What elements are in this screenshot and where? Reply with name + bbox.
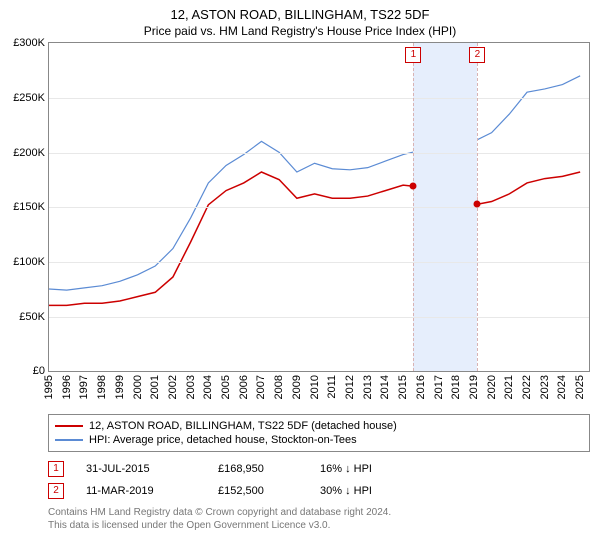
- transaction-dot: [410, 183, 417, 190]
- legend-box: 12, ASTON ROAD, BILLINGHAM, TS22 5DF (de…: [48, 414, 590, 452]
- legend-row: HPI: Average price, detached house, Stoc…: [55, 433, 583, 447]
- transaction-row: 2 11-MAR-2019 £152,500 30% ↓ HPI: [48, 480, 590, 502]
- marker-box: 1: [405, 47, 421, 63]
- ytick-label: £250K: [13, 92, 45, 104]
- ytick-label: £50K: [19, 311, 45, 323]
- xtick-label: 2025: [574, 371, 586, 399]
- xtick-label: 2000: [132, 371, 144, 399]
- xtick-label: 2018: [450, 371, 462, 399]
- xtick-label: 2013: [362, 371, 374, 399]
- series-line: [49, 76, 580, 290]
- xtick-label: 1996: [61, 371, 73, 399]
- transaction-delta: 30% ↓ HPI: [320, 485, 372, 497]
- xtick-label: 2012: [344, 371, 356, 399]
- xtick-label: 2020: [486, 371, 498, 399]
- legend-label: 12, ASTON ROAD, BILLINGHAM, TS22 5DF (de…: [89, 420, 397, 432]
- chart-subtitle: Price paid vs. HM Land Registry's House …: [0, 24, 600, 42]
- xtick-label: 1995: [43, 371, 55, 399]
- xtick-label: 1997: [78, 371, 90, 399]
- chart-container: 12, ASTON ROAD, BILLINGHAM, TS22 5DF Pri…: [0, 0, 600, 560]
- transactions-table: 1 31-JUL-2015 £168,950 16% ↓ HPI 2 11-MAR-201…: [48, 458, 590, 502]
- gridline-h: [49, 317, 589, 318]
- transaction-dot: [474, 201, 481, 208]
- gridline-h: [49, 262, 589, 263]
- xtick-label: 2022: [521, 371, 533, 399]
- chart-title: 12, ASTON ROAD, BILLINGHAM, TS22 5DF: [0, 0, 600, 24]
- transaction-date: 11-MAR-2019: [86, 485, 196, 497]
- footer-line-1: Contains HM Land Registry data © Crown c…: [48, 506, 590, 519]
- legend-label: HPI: Average price, detached house, Stoc…: [89, 434, 357, 446]
- transaction-price: £152,500: [218, 485, 298, 497]
- xtick-label: 1998: [96, 371, 108, 399]
- transaction-delta: 16% ↓ HPI: [320, 463, 372, 475]
- gridline-h: [49, 98, 589, 99]
- xtick-label: 2014: [379, 371, 391, 399]
- ytick-label: £100K: [13, 256, 45, 268]
- xtick-label: 2005: [220, 371, 232, 399]
- xtick-label: 2023: [539, 371, 551, 399]
- xtick-label: 2006: [238, 371, 250, 399]
- legend-swatch: [55, 425, 83, 427]
- xtick-label: 2015: [397, 371, 409, 399]
- legend-row: 12, ASTON ROAD, BILLINGHAM, TS22 5DF (de…: [55, 419, 583, 433]
- xtick-label: 2017: [433, 371, 445, 399]
- transaction-row: 1 31-JUL-2015 £168,950 16% ↓ HPI: [48, 458, 590, 480]
- gridline-h: [49, 207, 589, 208]
- xtick-label: 2011: [326, 371, 338, 399]
- footer-line-2: This data is licensed under the Open Gov…: [48, 519, 590, 532]
- transaction-price: £168,950: [218, 463, 298, 475]
- xtick-label: 2001: [149, 371, 161, 399]
- gridline-h: [49, 153, 589, 154]
- transaction-marker: 1: [48, 461, 64, 477]
- xtick-label: 2016: [415, 371, 427, 399]
- footer-attribution: Contains HM Land Registry data © Crown c…: [48, 506, 590, 532]
- xtick-label: 2002: [167, 371, 179, 399]
- transaction-date: 31-JUL-2015: [86, 463, 196, 475]
- plot-area: £0£50K£100K£150K£200K£250K£300K199519961…: [48, 42, 590, 372]
- ytick-label: £200K: [13, 147, 45, 159]
- xtick-label: 2024: [556, 371, 568, 399]
- legend-swatch: [55, 439, 83, 441]
- transaction-marker: 2: [48, 483, 64, 499]
- xtick-label: 2004: [202, 371, 214, 399]
- xtick-label: 2009: [291, 371, 303, 399]
- xtick-label: 2021: [503, 371, 515, 399]
- marker-box: 2: [469, 47, 485, 63]
- ytick-label: £150K: [13, 201, 45, 213]
- xtick-label: 2007: [255, 371, 267, 399]
- xtick-label: 2010: [309, 371, 321, 399]
- xtick-label: 2008: [273, 371, 285, 399]
- series-line: [49, 172, 580, 305]
- xtick-label: 2019: [468, 371, 480, 399]
- xtick-label: 1999: [114, 371, 126, 399]
- marker-vline: [413, 43, 414, 371]
- ytick-label: £300K: [13, 37, 45, 49]
- xtick-label: 2003: [185, 371, 197, 399]
